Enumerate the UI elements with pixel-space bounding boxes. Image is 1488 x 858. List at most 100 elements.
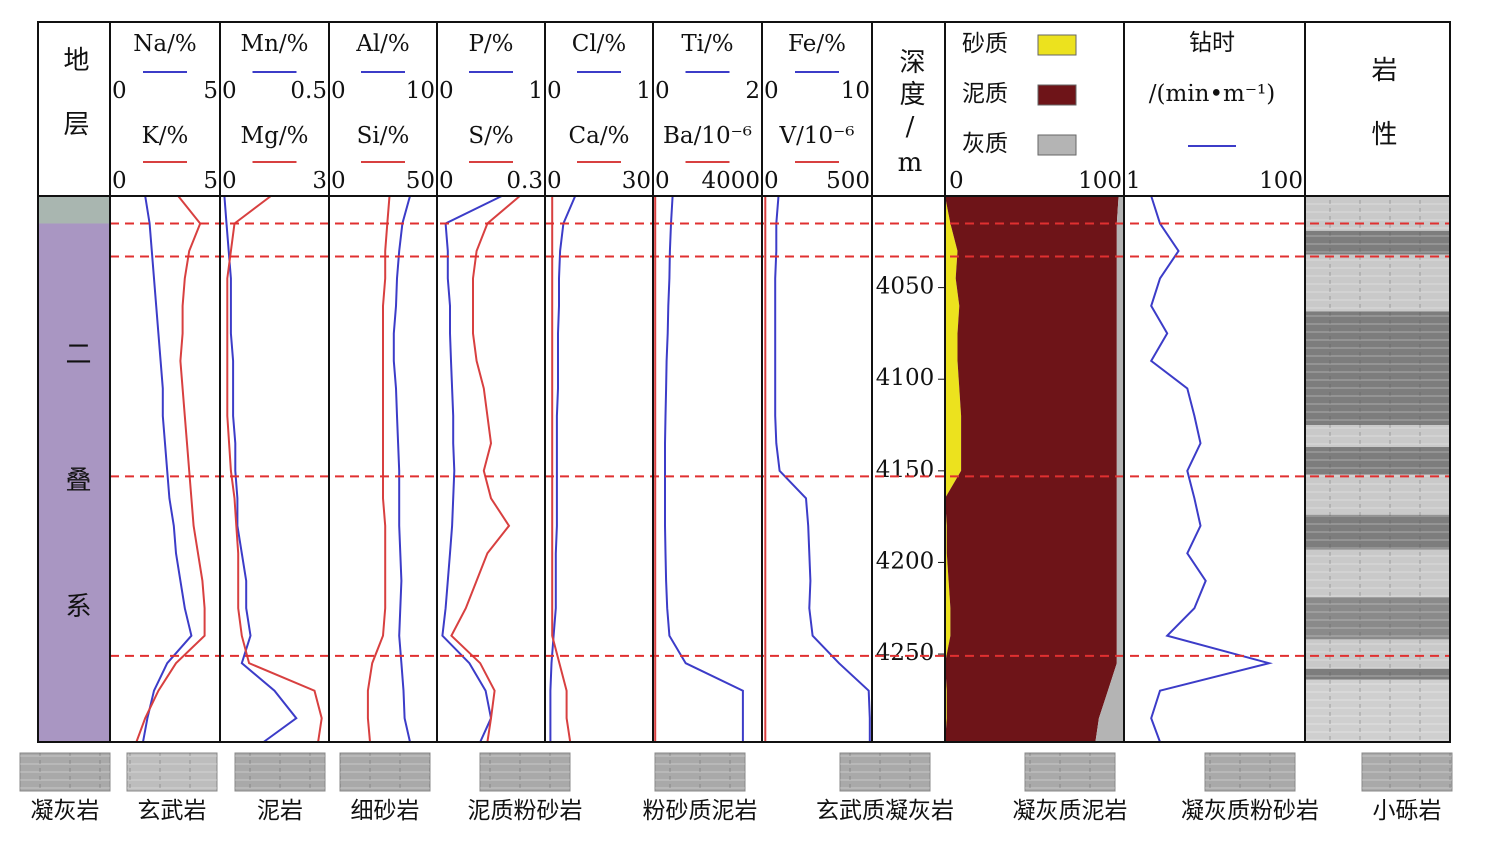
lithology-pattern bbox=[1305, 447, 1450, 475]
legend-pattern-texture bbox=[1362, 753, 1452, 791]
legend-label: 凝灰质粉砂岩 bbox=[1181, 798, 1319, 824]
x-tick-label: 0 bbox=[331, 168, 346, 194]
curve bbox=[441, 195, 503, 743]
x-tick-label: 0 bbox=[222, 78, 237, 104]
legend-label: 粉砂质泥岩 bbox=[643, 798, 758, 824]
depth-tick-label: 4200 bbox=[876, 548, 935, 574]
curve bbox=[450, 195, 521, 743]
lithology-pattern bbox=[1305, 668, 1450, 680]
series-name: Al/% bbox=[355, 31, 410, 57]
x-tick-label: 3 bbox=[312, 168, 327, 194]
series-name: Mn/% bbox=[241, 31, 309, 57]
depth-tick-label: 4150 bbox=[876, 457, 935, 483]
legend-label: 细砂岩 bbox=[351, 798, 420, 824]
strata-label: 二叠系 bbox=[61, 340, 91, 718]
lithology-pattern bbox=[1305, 230, 1450, 255]
x-tick-label: 500 bbox=[826, 168, 870, 194]
x-tick-label: 0.5 bbox=[290, 78, 327, 104]
curve bbox=[664, 195, 744, 742]
strata-title: 地层 bbox=[59, 46, 89, 174]
legend-label: 砂质 bbox=[962, 31, 1008, 57]
curve bbox=[551, 196, 572, 743]
series-name: Cl/% bbox=[572, 31, 627, 57]
x-tick-label: 4000 bbox=[701, 168, 760, 194]
x-tick-label: 0 bbox=[439, 168, 454, 194]
legend-pattern-texture bbox=[655, 753, 745, 791]
track-title: 钻时 bbox=[1189, 30, 1235, 56]
x-tick-label: 10 bbox=[841, 78, 870, 104]
lithology-pattern bbox=[1305, 196, 1450, 231]
x-tick-label: 5 bbox=[203, 78, 218, 104]
series-name: Ti/% bbox=[681, 31, 733, 57]
lithology-pattern bbox=[1305, 514, 1450, 550]
legend-pattern-texture bbox=[127, 753, 217, 791]
series-name: P/% bbox=[468, 31, 513, 57]
frame bbox=[37, 21, 1451, 743]
legend-pattern-texture bbox=[840, 753, 930, 791]
lithology-pattern bbox=[1305, 549, 1450, 598]
legend-label: 泥质 bbox=[962, 81, 1008, 107]
x-tick-label: 50 bbox=[406, 168, 435, 194]
depth-tick-label: 4050 bbox=[876, 274, 935, 300]
series-name: Ca/% bbox=[569, 123, 630, 149]
legend-label: 泥岩 bbox=[257, 798, 303, 824]
x-tick-label: 100 bbox=[1259, 168, 1303, 194]
depth-tick-label: 4250 bbox=[876, 640, 935, 666]
lithology-pattern bbox=[1305, 639, 1450, 669]
legend-label: 玄武岩 bbox=[138, 798, 207, 824]
legend-label: 玄武质凝灰岩 bbox=[816, 798, 954, 824]
lithology-pattern bbox=[1305, 311, 1450, 426]
curve bbox=[549, 195, 577, 742]
series-name: Fe/% bbox=[788, 31, 846, 57]
x-tick-label: 1 bbox=[636, 78, 651, 104]
legend-pattern-texture bbox=[235, 753, 325, 791]
series-name: Na/% bbox=[133, 31, 196, 57]
curve bbox=[1149, 195, 1273, 743]
legend-pattern-texture bbox=[1205, 753, 1295, 791]
x-tick-label: 0 bbox=[547, 78, 562, 104]
lithology-pattern bbox=[1305, 425, 1450, 448]
x-tick-label: 0 bbox=[112, 168, 127, 194]
legend-pattern-texture bbox=[20, 753, 110, 791]
x-tick-label: 0 bbox=[222, 168, 237, 194]
series-name: Si/% bbox=[357, 123, 410, 149]
x-tick-label: 0 bbox=[655, 168, 670, 194]
x-tick-label: 2 bbox=[745, 78, 760, 104]
lithology-pattern bbox=[1305, 679, 1450, 742]
depth-title: 深度/m bbox=[895, 48, 925, 184]
x-tick-label: 0 bbox=[764, 168, 779, 194]
x-tick-label: 0 bbox=[331, 78, 346, 104]
lithology-pattern bbox=[1305, 474, 1450, 515]
curve bbox=[392, 195, 411, 743]
series-name: V/10⁻⁶ bbox=[779, 123, 855, 149]
series-name: Ba/10⁻⁶ bbox=[663, 123, 752, 149]
stacked-area bbox=[945, 196, 962, 742]
x-tick-label: 5 bbox=[203, 168, 218, 194]
curve bbox=[366, 195, 391, 743]
lithology-pattern bbox=[1305, 597, 1450, 640]
stacked-area bbox=[945, 196, 1119, 742]
x-tick-label: 0 bbox=[112, 78, 127, 104]
legend-pattern-texture bbox=[340, 753, 430, 791]
curve bbox=[226, 195, 323, 743]
x-tick-label: 0 bbox=[764, 78, 779, 104]
strata-unit bbox=[38, 223, 110, 742]
legend-label: 灰质 bbox=[962, 131, 1008, 157]
depth-tick-label: 4100 bbox=[876, 365, 935, 391]
x-tick-label: 1 bbox=[1126, 168, 1141, 194]
x-tick-label: 100 bbox=[1078, 168, 1122, 194]
stacked-area bbox=[1095, 196, 1124, 742]
legend-label: 凝灰岩 bbox=[31, 798, 100, 824]
strata-unit bbox=[38, 196, 110, 224]
legend-label: 小砾岩 bbox=[1373, 798, 1442, 824]
legend-swatch bbox=[1037, 84, 1077, 106]
x-tick-label: 0 bbox=[439, 78, 454, 104]
series-name: K/% bbox=[142, 123, 189, 149]
legend-swatch bbox=[1037, 34, 1077, 56]
x-tick-label: 0 bbox=[547, 168, 562, 194]
x-tick-label: 0 bbox=[655, 78, 670, 104]
x-tick-label: 0.3 bbox=[506, 168, 543, 194]
lithology-pattern bbox=[1305, 254, 1450, 312]
